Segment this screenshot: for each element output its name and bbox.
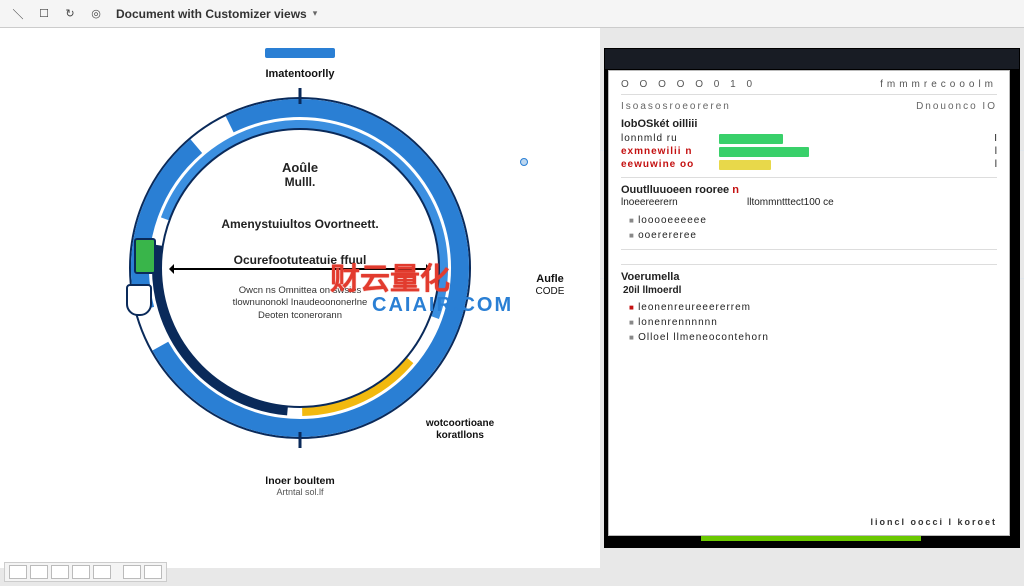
bottom-btn[interactable] <box>123 565 141 579</box>
top-toolbar: ＼ ☐ ↻ ◎ Document with Customizer views ▾ <box>0 0 1024 28</box>
bottom-btn[interactable] <box>51 565 69 579</box>
chart-label-top: Imatentoorlly <box>265 68 334 81</box>
bullet-item: looooeeeeee <box>629 213 997 228</box>
toolbar-title: Document with Customizer views <box>116 7 307 21</box>
bullet-item: Olloel llmeneocontehorn <box>629 330 997 345</box>
panel-block3-sub: 20il llmoerdl <box>623 285 997 296</box>
center-mid-1: Amenystuiultos Ovortneett. <box>182 217 418 231</box>
center-title-1: Aoûle <box>182 160 418 175</box>
panel-block2-row: lnoeereerern lltommntttect100 ce <box>621 196 997 209</box>
info-panel: O O O O O 0 1 0 fmmmrecooolm Isoasosroeo… <box>608 70 1010 536</box>
panel-data-row: eewuwine oo l <box>621 158 997 171</box>
chart-label-bottom: lnoer boultem Artntal sol.lf <box>265 475 334 498</box>
bullet-item: leonenreureeererrem <box>629 300 997 315</box>
refresh-icon[interactable]: ↻ <box>60 4 80 24</box>
bottom-btn[interactable] <box>9 565 27 579</box>
panel-data-row: lonnmld ru I <box>621 132 997 145</box>
line-icon[interactable]: ＼ <box>8 4 28 24</box>
bottom-btn[interactable] <box>144 565 162 579</box>
bullet-item: lonenrennnnnn <box>629 315 997 330</box>
panel-header: O O O O O 0 1 0 fmmmrecooolm <box>621 79 997 95</box>
shield-icon <box>126 284 152 316</box>
panel-block2-bullets: looooeeeeeeooerereree <box>629 213 997 243</box>
panel-footer: lioncl oocci l koroet <box>870 517 997 527</box>
bottom-btn[interactable] <box>93 565 111 579</box>
panel-block2-title: Ouutlluuoeen rooree n <box>621 184 997 196</box>
chevron-down-icon[interactable]: ▾ <box>313 8 318 19</box>
target-icon[interactable]: ◎ <box>86 4 106 24</box>
panel-section-title: IobOSkét oilliii <box>621 118 997 130</box>
watermark-url: CAIAIR.COM <box>372 294 513 317</box>
bottom-toolbar <box>4 562 167 582</box>
bottom-btn[interactable] <box>72 565 90 579</box>
center-title-2: Mulll. <box>182 175 418 189</box>
panel-data-row: exmnewilii n l <box>621 145 997 158</box>
background-window-titlebar <box>605 49 1019 69</box>
panel-subheader: Isoasosroeoreren Dnouonco IO <box>621 101 997 112</box>
panel-block3-title: Voerumella <box>621 271 997 283</box>
watermark-text: 财云量化 <box>330 254 450 298</box>
panel-block3-bullets: leonenreureeererremlonenrennnnnnOlloel l… <box>629 300 997 345</box>
bottom-btn[interactable] <box>30 565 48 579</box>
chart-label-bottom-right: wotcoortioane koratllons <box>400 418 520 442</box>
radial-chart: Aoûle Mulll. Amenystuiultos Ovortneett. … <box>70 38 530 498</box>
box-icon[interactable]: ☐ <box>34 4 54 24</box>
marker-dot <box>520 158 528 166</box>
green-badge-icon <box>134 238 156 274</box>
bullet-item: ooerereree <box>629 228 997 243</box>
chart-label-right: Aufle CODE <box>520 273 580 298</box>
